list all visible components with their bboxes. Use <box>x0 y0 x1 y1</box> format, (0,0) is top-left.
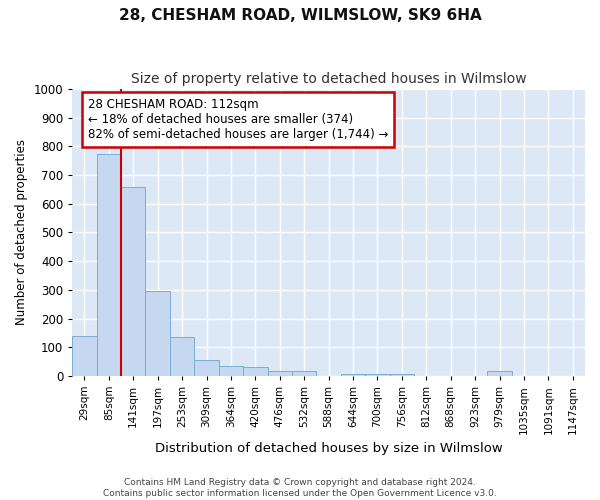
Bar <box>121 186 145 376</box>
Text: 28, CHESHAM ROAD, WILMSLOW, SK9 6HA: 28, CHESHAM ROAD, WILMSLOW, SK9 6HA <box>119 8 481 22</box>
X-axis label: Distribution of detached houses by size in Wilmslow: Distribution of detached houses by size … <box>155 442 502 455</box>
Bar <box>243 368 268 376</box>
Bar <box>194 360 219 376</box>
Bar <box>145 292 170 376</box>
Bar <box>268 371 292 376</box>
Bar <box>389 374 414 376</box>
Bar <box>72 336 97 376</box>
Text: Contains HM Land Registry data © Crown copyright and database right 2024.
Contai: Contains HM Land Registry data © Crown c… <box>103 478 497 498</box>
Title: Size of property relative to detached houses in Wilmslow: Size of property relative to detached ho… <box>131 72 526 86</box>
Bar <box>365 374 389 376</box>
Bar <box>97 154 121 376</box>
Bar <box>487 371 512 376</box>
Bar <box>219 366 243 376</box>
Bar <box>170 337 194 376</box>
Y-axis label: Number of detached properties: Number of detached properties <box>15 140 28 326</box>
Bar <box>292 371 316 376</box>
Bar <box>341 374 365 376</box>
Text: 28 CHESHAM ROAD: 112sqm
← 18% of detached houses are smaller (374)
82% of semi-d: 28 CHESHAM ROAD: 112sqm ← 18% of detache… <box>88 98 388 140</box>
